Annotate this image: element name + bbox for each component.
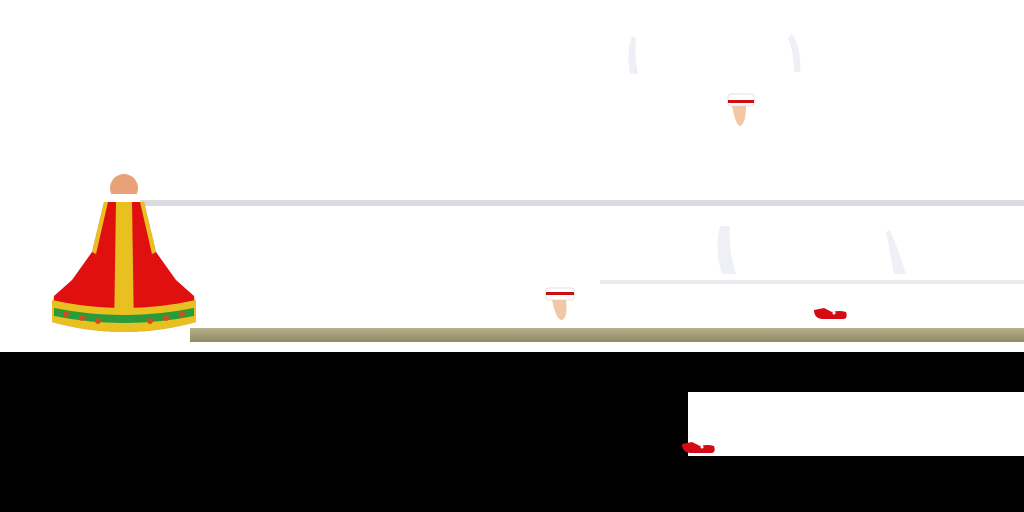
- floor-panel: [688, 392, 1024, 456]
- hem-flowers-icon: [63, 311, 185, 324]
- cuff-stripe-icon: [546, 292, 574, 295]
- sleeve-right-icon: [886, 230, 906, 274]
- shoe-body-icon: [682, 442, 715, 453]
- hand-icon: [732, 106, 746, 126]
- strap-right-icon: [140, 202, 156, 254]
- white-glove-icon[interactable]: [714, 220, 914, 280]
- collar-icon: [112, 194, 136, 204]
- hand-icon: [552, 300, 567, 320]
- cuff-stripe-icon: [728, 100, 754, 103]
- white-glove-icon[interactable]: [622, 30, 812, 130]
- shoe-buckle-icon: [832, 311, 836, 315]
- sleeve-right-icon: [788, 34, 801, 72]
- sleeve-cuff-icon[interactable]: [724, 90, 760, 130]
- shelf-line-gray: [140, 200, 1024, 206]
- red-shoe-icon[interactable]: [678, 434, 718, 458]
- sarafan-dress-icon[interactable]: [44, 172, 204, 344]
- shoe-body-icon: [814, 308, 847, 319]
- strap-left-icon: [92, 202, 108, 254]
- dress-hem-band-icon: [54, 308, 194, 323]
- shoe-buckle-icon: [700, 445, 704, 449]
- dress-front-trim-icon: [114, 202, 134, 332]
- ground-strip: [190, 328, 1024, 342]
- red-shoe-icon[interactable]: [810, 300, 850, 324]
- sleeve-cuff-icon[interactable]: [542, 284, 578, 324]
- sleeve-left-icon: [628, 36, 638, 74]
- sleeve-left-icon: [717, 226, 736, 274]
- shelf-line-light: [600, 280, 1024, 284]
